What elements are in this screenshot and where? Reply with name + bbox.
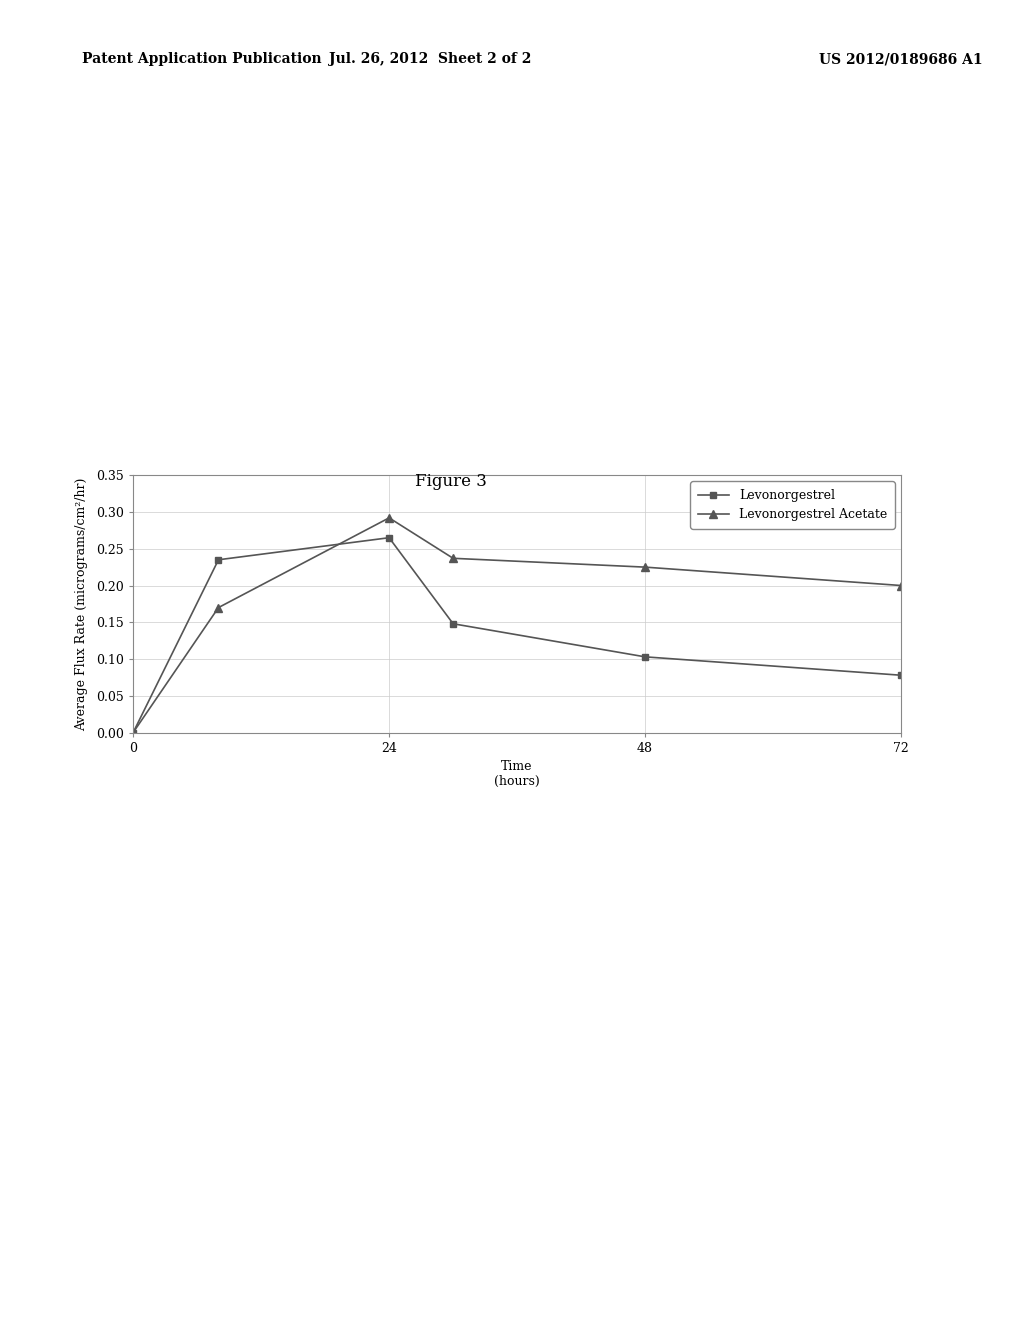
Line: Levonorgestrel Acetate: Levonorgestrel Acetate (129, 513, 905, 737)
Text: Jul. 26, 2012  Sheet 2 of 2: Jul. 26, 2012 Sheet 2 of 2 (329, 53, 531, 66)
Levonorgestrel Acetate (127, 725, 139, 741)
Levonorgestrel Acetate (639, 560, 651, 576)
Legend: Levonorgestrel, Levonorgestrel Acetate: Levonorgestrel, Levonorgestrel Acetate (690, 482, 895, 529)
Levonorgestrel (446, 616, 459, 632)
Levonorgestrel (383, 529, 395, 545)
Text: US 2012/0189686 A1: US 2012/0189686 A1 (819, 53, 983, 66)
Text: Patent Application Publication: Patent Application Publication (82, 53, 322, 66)
Levonorgestrel (639, 649, 651, 665)
Levonorgestrel Acetate (895, 578, 907, 594)
Line: Levonorgestrel: Levonorgestrel (130, 535, 904, 737)
Levonorgestrel Acetate (383, 510, 395, 525)
Levonorgestrel Acetate (212, 599, 224, 615)
Y-axis label: Average Flux Rate (micrograms/cm²/hr): Average Flux Rate (micrograms/cm²/hr) (75, 478, 88, 730)
Text: Figure 3: Figure 3 (415, 474, 486, 490)
Levonorgestrel (895, 668, 907, 684)
Levonorgestrel Acetate (446, 550, 459, 566)
Levonorgestrel (212, 552, 224, 568)
Levonorgestrel (127, 725, 139, 741)
X-axis label: Time
(hours): Time (hours) (495, 760, 540, 788)
